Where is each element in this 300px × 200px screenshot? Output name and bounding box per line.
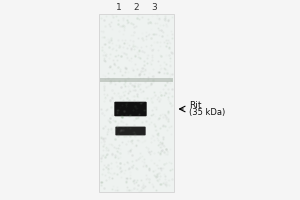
Text: 3: 3 (152, 2, 158, 11)
FancyBboxPatch shape (114, 102, 147, 116)
Text: 2: 2 (134, 2, 139, 11)
FancyBboxPatch shape (116, 127, 146, 135)
Text: 1: 1 (116, 2, 122, 11)
Bar (100, 78, 173, 82)
Bar (99, 14, 174, 192)
Text: (35 kDa): (35 kDa) (189, 108, 225, 117)
Text: Rit: Rit (189, 100, 202, 110)
